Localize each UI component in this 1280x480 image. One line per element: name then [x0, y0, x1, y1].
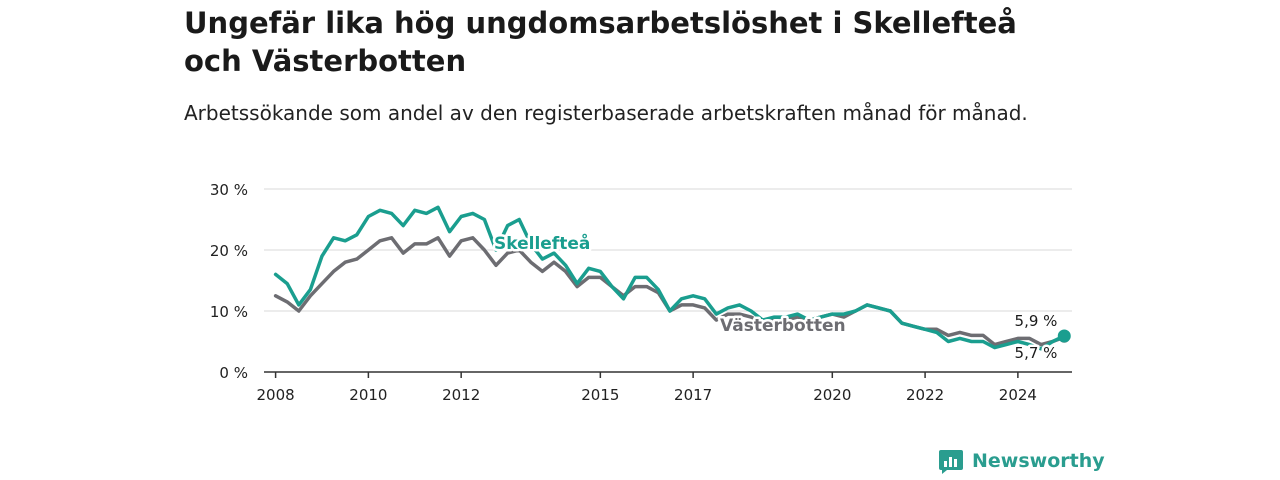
y-tick-label: 0 % — [219, 364, 248, 382]
chart-title: Ungefär lika hög ungdomsarbetslöshet i S… — [184, 6, 1017, 78]
end-point-skelleftea — [1057, 329, 1071, 343]
series-label-skelleftea: Skellefteå — [494, 232, 590, 254]
series-label-vasterbotten: Västerbotten — [720, 316, 846, 336]
grid-lines — [264, 188, 1072, 312]
annotation-layer: 5,9 %5,9 %5,7 %5,7 %SkellefteåSkellefteå… — [492, 230, 1071, 365]
x-axis: 2008 2010 2012 2015 2017 2020 2022 2024 — [257, 371, 1072, 404]
series-line-skelleftea — [273, 205, 1067, 351]
chart-subtitle: Arbetssökande som andel av den registerb… — [184, 101, 1028, 125]
x-tick-label: 2022 — [906, 386, 944, 404]
end-label-skelleftea-halo: 5,9 % — [1015, 312, 1058, 330]
x-tick-label: 2010 — [349, 386, 387, 404]
end-label-vasterbotten-halo: 5,7 % — [1015, 344, 1058, 362]
x-tick-label: 2024 — [999, 386, 1037, 404]
newsworthy-logo-icon — [939, 450, 963, 474]
y-tick-label: 10 % — [210, 303, 248, 321]
y-tick-label: 30 % — [210, 181, 248, 199]
series-layer — [273, 205, 1067, 351]
x-tick-label: 2008 — [257, 386, 295, 404]
series-line-vasterbotten — [273, 236, 1067, 347]
end-label-vasterbotten: 5,7 % — [1015, 344, 1058, 362]
x-tick-label: 2017 — [674, 386, 712, 404]
x-tick-label: 2015 — [581, 386, 619, 404]
y-axis: 0 % 10 % 20 % 30 % — [210, 181, 248, 382]
end-label-skelleftea: 5,9 % — [1015, 312, 1058, 330]
x-tick-label: 2020 — [813, 386, 851, 404]
series-label-skelleftea-halo: Skellefteå — [494, 232, 590, 254]
brand-name: Newsworthy — [972, 450, 1105, 472]
y-tick-label: 20 % — [210, 242, 248, 260]
series-label-vasterbotten-halo: Västerbotten — [720, 316, 846, 336]
brand: Newsworthy — [938, 448, 1105, 474]
x-tick-label: 2012 — [442, 386, 480, 404]
